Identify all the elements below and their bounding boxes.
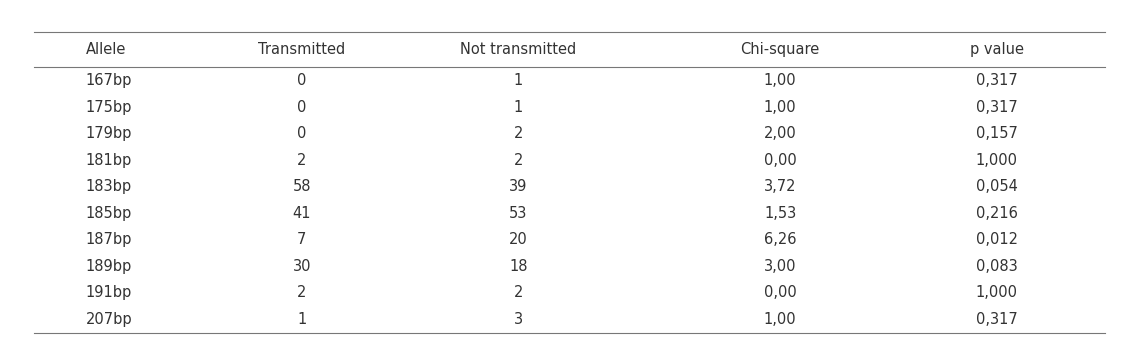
Text: 175bp: 175bp — [85, 99, 132, 115]
Text: 0,012: 0,012 — [976, 232, 1017, 247]
Text: 1,000: 1,000 — [976, 153, 1017, 168]
Text: 2,00: 2,00 — [764, 126, 796, 141]
Text: 53: 53 — [509, 206, 527, 221]
Text: 1,00: 1,00 — [764, 312, 796, 327]
Text: 181bp: 181bp — [85, 153, 132, 168]
Text: 167bp: 167bp — [85, 73, 132, 88]
Text: 3,72: 3,72 — [764, 179, 796, 194]
Text: 0,083: 0,083 — [976, 259, 1017, 274]
Text: Not transmitted: Not transmitted — [460, 42, 576, 57]
Text: Chi-square: Chi-square — [740, 42, 820, 57]
Text: 189bp: 189bp — [85, 259, 132, 274]
Text: 3,00: 3,00 — [764, 259, 796, 274]
Text: 18: 18 — [509, 259, 527, 274]
Text: Allele: Allele — [85, 42, 125, 57]
Text: 3: 3 — [514, 312, 523, 327]
Text: 2: 2 — [297, 153, 306, 168]
Text: 0,157: 0,157 — [976, 126, 1017, 141]
Text: 187bp: 187bp — [85, 232, 132, 247]
Text: 0,216: 0,216 — [976, 206, 1017, 221]
Text: 6,26: 6,26 — [764, 232, 796, 247]
Text: Transmitted: Transmitted — [259, 42, 345, 57]
Text: 0,00: 0,00 — [764, 285, 796, 301]
Text: 30: 30 — [293, 259, 311, 274]
Text: 2: 2 — [514, 153, 523, 168]
Text: 0,317: 0,317 — [976, 73, 1017, 88]
Text: 0: 0 — [297, 99, 306, 115]
Text: 2: 2 — [514, 285, 523, 301]
Text: 2: 2 — [297, 285, 306, 301]
Text: 1,00: 1,00 — [764, 73, 796, 88]
Text: 185bp: 185bp — [85, 206, 132, 221]
Text: 1,00: 1,00 — [764, 99, 796, 115]
Text: 41: 41 — [293, 206, 311, 221]
Text: 0,317: 0,317 — [976, 312, 1017, 327]
Text: 1: 1 — [297, 312, 306, 327]
Text: 191bp: 191bp — [85, 285, 132, 301]
Text: 2: 2 — [514, 126, 523, 141]
Text: 0,054: 0,054 — [976, 179, 1017, 194]
Text: 39: 39 — [509, 179, 527, 194]
Text: 7: 7 — [297, 232, 306, 247]
Text: 20: 20 — [509, 232, 527, 247]
Text: 1,53: 1,53 — [764, 206, 796, 221]
Text: 207bp: 207bp — [85, 312, 132, 327]
Text: 58: 58 — [293, 179, 311, 194]
Text: 1: 1 — [514, 73, 523, 88]
Text: 0: 0 — [297, 126, 306, 141]
Text: 0,00: 0,00 — [764, 153, 796, 168]
Text: p value: p value — [969, 42, 1024, 57]
Text: 1: 1 — [514, 99, 523, 115]
Text: 1,000: 1,000 — [976, 285, 1017, 301]
Text: 0,317: 0,317 — [976, 99, 1017, 115]
Text: 179bp: 179bp — [85, 126, 132, 141]
Text: 183bp: 183bp — [85, 179, 131, 194]
Text: 0: 0 — [297, 73, 306, 88]
